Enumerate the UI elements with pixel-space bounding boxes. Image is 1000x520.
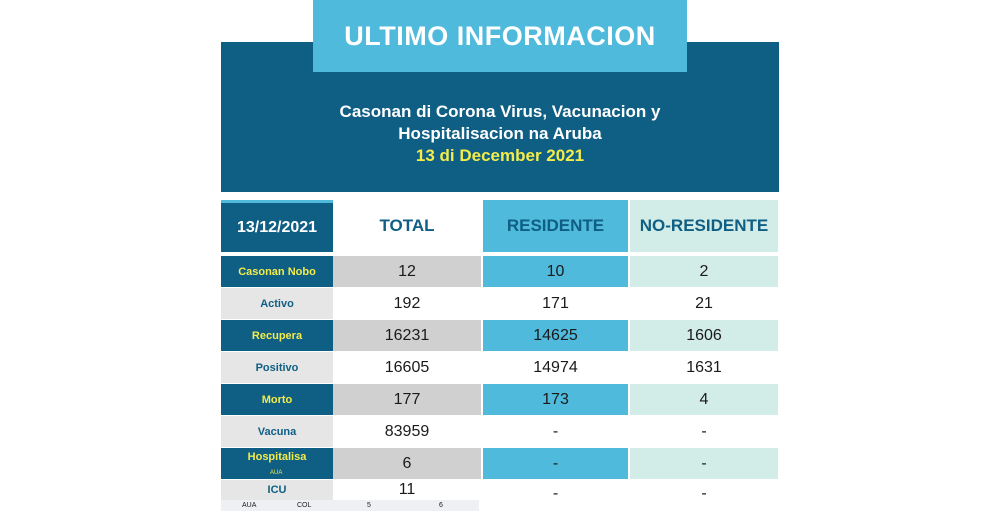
- cell-residente: -: [552, 422, 559, 440]
- column-header-residente: RESIDENTE: [483, 200, 628, 252]
- cell-residente: 14625: [483, 320, 628, 351]
- header-date: 13 di December 2021: [415, 146, 585, 165]
- table-date-header: 13/12/2021: [221, 200, 333, 252]
- row-label: ICU: [221, 480, 333, 500]
- footer-aua-value: 5: [367, 502, 371, 509]
- cell-noresidente: -: [701, 485, 707, 502]
- cell-residente: 173: [483, 384, 628, 415]
- title-badge: ULTIMO INFORMACION: [313, 0, 687, 72]
- cell-noresidente: -: [630, 448, 778, 479]
- cell-residente: -: [552, 485, 559, 502]
- row-sublabel: AUA: [270, 470, 283, 476]
- header-line-2: Hospitalisacion na Aruba: [398, 124, 602, 143]
- cell-total: 12: [333, 256, 481, 287]
- cell-total: 83959: [384, 422, 430, 440]
- cell-noresidente: 1631: [686, 358, 722, 376]
- column-header-total: TOTAL: [379, 216, 435, 235]
- cell-residente: 14974: [533, 358, 578, 376]
- row-label: Hospitalisa: [221, 448, 333, 479]
- footer-aua-label: AUA: [242, 502, 257, 509]
- cell-noresidente: 4: [630, 384, 778, 415]
- row-label: Activo: [221, 288, 333, 319]
- row-label: Morto: [221, 384, 333, 415]
- cell-total: 16605: [384, 358, 430, 376]
- header-line-1: Casonan di Corona Virus, Vacunacion y: [339, 102, 661, 121]
- cell-total: 11: [398, 481, 416, 498]
- cell-total: 16231: [333, 320, 481, 351]
- cell-noresidente: 1606: [630, 320, 778, 351]
- cell-total: 6: [333, 448, 481, 479]
- footer-col-label: COL: [297, 502, 312, 509]
- row-label: Positivo: [221, 352, 333, 383]
- cell-total: 192: [393, 294, 421, 312]
- cell-residente: 171: [542, 294, 569, 312]
- cell-residente: 10: [483, 256, 628, 287]
- cell-noresidente: -: [701, 422, 707, 440]
- cell-residente: -: [483, 448, 628, 479]
- cell-noresidente: 2: [630, 256, 778, 287]
- row-label: Casonan Nobo: [221, 256, 333, 287]
- cell-total: 177: [333, 384, 481, 415]
- footer-bar: [221, 500, 479, 511]
- footer-col-value: 6: [439, 502, 443, 509]
- row-label: Vacuna: [221, 416, 333, 447]
- cell-noresidente: 21: [695, 294, 713, 312]
- row-label: Recupera: [221, 320, 333, 351]
- column-header-noresidente: NO-RESIDENTE: [630, 200, 778, 252]
